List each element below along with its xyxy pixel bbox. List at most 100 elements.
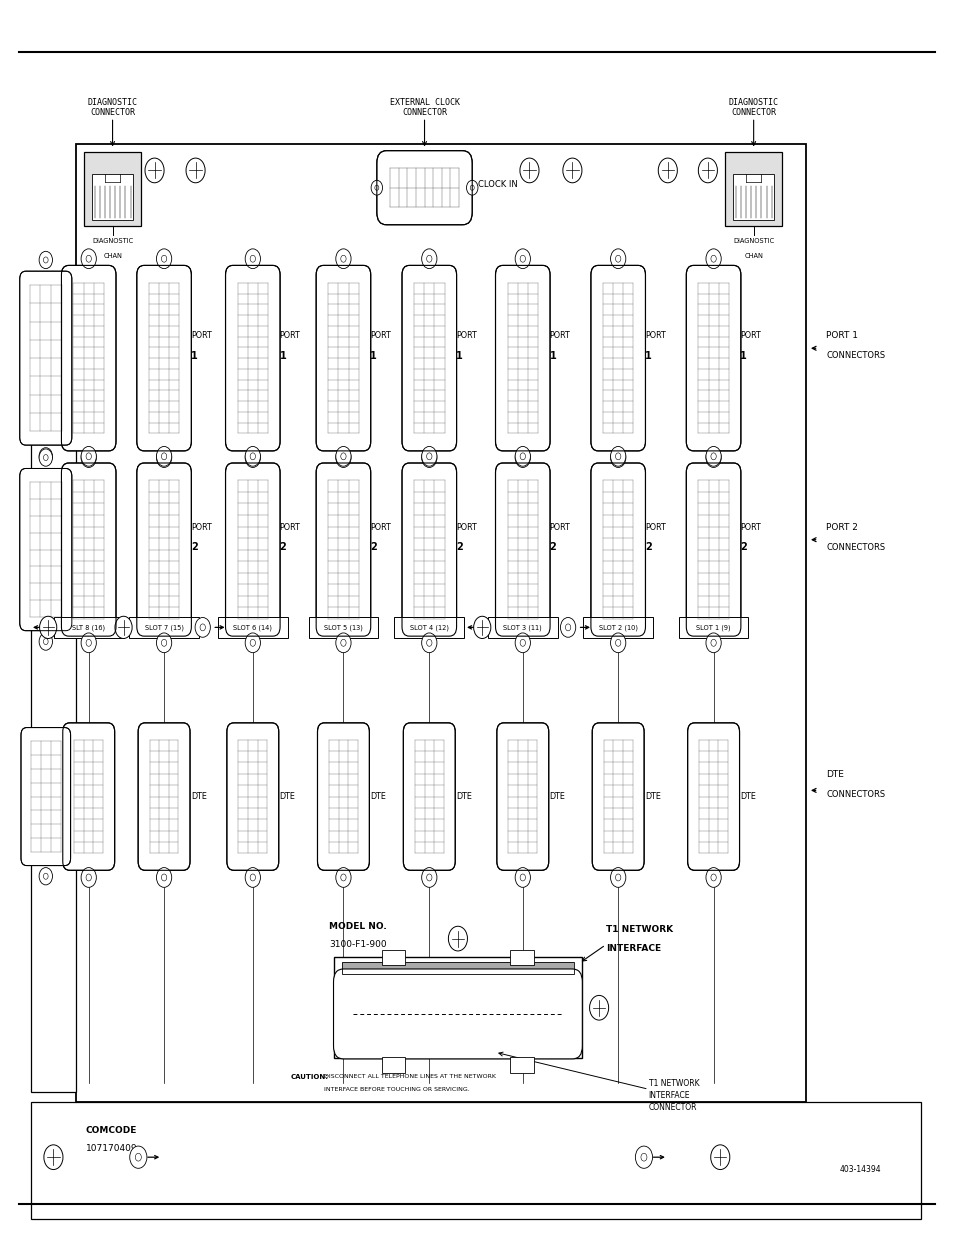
Circle shape	[340, 640, 346, 646]
Bar	[488, 618, 557, 638]
Circle shape	[698, 158, 717, 183]
Text: PORT 2: PORT 2	[825, 522, 857, 532]
Circle shape	[86, 640, 91, 646]
Circle shape	[658, 158, 677, 183]
Circle shape	[610, 867, 625, 887]
Circle shape	[156, 249, 172, 269]
Bar	[341, 962, 574, 974]
Text: SLOT 4 (12): SLOT 4 (12)	[410, 624, 448, 631]
Text: PORT: PORT	[41, 522, 62, 532]
Text: SLOT 6 (14): SLOT 6 (14)	[233, 624, 272, 631]
Circle shape	[705, 448, 720, 468]
Bar	[732, 174, 774, 220]
FancyBboxPatch shape	[590, 463, 645, 636]
Circle shape	[610, 249, 625, 269]
Text: 3100-F1-900: 3100-F1-900	[329, 940, 386, 950]
Text: 1: 1	[279, 351, 286, 361]
Bar	[510, 950, 534, 965]
Circle shape	[615, 640, 620, 646]
Circle shape	[245, 448, 260, 468]
Circle shape	[375, 185, 378, 190]
FancyBboxPatch shape	[20, 272, 71, 445]
Circle shape	[39, 632, 52, 650]
Circle shape	[81, 447, 96, 467]
Circle shape	[635, 1146, 652, 1168]
FancyBboxPatch shape	[334, 969, 581, 1058]
Circle shape	[250, 453, 255, 459]
Bar	[91, 174, 133, 220]
Circle shape	[589, 995, 608, 1020]
Circle shape	[615, 454, 620, 461]
Circle shape	[194, 618, 210, 637]
Circle shape	[161, 454, 167, 461]
Text: SLOT 2 (10): SLOT 2 (10)	[598, 624, 637, 631]
Circle shape	[515, 249, 530, 269]
FancyBboxPatch shape	[225, 463, 280, 636]
Circle shape	[562, 158, 581, 183]
Text: EXTERNAL CLOCK: EXTERNAL CLOCK	[389, 99, 459, 107]
Circle shape	[610, 632, 625, 652]
FancyBboxPatch shape	[63, 722, 114, 871]
Circle shape	[426, 640, 432, 646]
Circle shape	[335, 249, 351, 269]
Text: PORT: PORT	[549, 331, 570, 341]
Circle shape	[340, 454, 346, 461]
Circle shape	[610, 448, 625, 468]
Circle shape	[515, 632, 530, 652]
Circle shape	[426, 874, 432, 881]
Circle shape	[421, 867, 436, 887]
Circle shape	[44, 454, 48, 461]
Circle shape	[130, 1146, 147, 1168]
Text: PORT: PORT	[644, 522, 665, 532]
Circle shape	[81, 448, 96, 468]
Circle shape	[245, 447, 260, 467]
FancyBboxPatch shape	[138, 722, 190, 871]
Text: PORT: PORT	[549, 522, 570, 532]
Text: CHAN: CHAN	[103, 253, 122, 259]
Circle shape	[565, 624, 570, 631]
Circle shape	[470, 185, 474, 190]
Circle shape	[426, 453, 432, 459]
Circle shape	[39, 448, 52, 466]
Bar	[583, 618, 652, 638]
Text: DTE: DTE	[740, 792, 756, 802]
Circle shape	[705, 447, 720, 467]
Bar	[341, 962, 574, 974]
FancyBboxPatch shape	[495, 463, 550, 636]
FancyBboxPatch shape	[20, 468, 71, 631]
Text: COMCODE: COMCODE	[86, 1125, 137, 1135]
Circle shape	[250, 454, 255, 461]
Circle shape	[250, 256, 255, 262]
Bar	[679, 618, 747, 638]
Circle shape	[200, 624, 205, 631]
Bar	[30, 1102, 920, 1219]
Circle shape	[86, 453, 91, 459]
Bar	[54, 618, 124, 638]
Circle shape	[86, 874, 91, 881]
Circle shape	[421, 447, 436, 467]
Circle shape	[86, 454, 91, 461]
Text: 1: 1	[191, 351, 197, 361]
Text: PORT: PORT	[456, 522, 476, 532]
Text: DTE: DTE	[279, 792, 295, 802]
Text: 2: 2	[191, 542, 197, 552]
FancyBboxPatch shape	[315, 463, 371, 636]
Circle shape	[86, 256, 91, 262]
Text: T1 NETWORK: T1 NETWORK	[648, 1078, 699, 1088]
Bar	[84, 152, 141, 226]
Text: PORT: PORT	[279, 331, 300, 341]
Circle shape	[615, 874, 620, 881]
Circle shape	[519, 454, 525, 461]
Text: T1 NETWORK: T1 NETWORK	[605, 925, 672, 935]
Circle shape	[40, 616, 57, 638]
Text: 1: 1	[644, 351, 651, 361]
Circle shape	[615, 256, 620, 262]
Circle shape	[515, 448, 530, 468]
Text: 2: 2	[549, 542, 556, 552]
Circle shape	[335, 447, 351, 467]
Bar	[30, 295, 76, 1092]
FancyBboxPatch shape	[21, 727, 71, 866]
Text: 1: 1	[370, 351, 376, 361]
Text: PORT: PORT	[644, 331, 665, 341]
Circle shape	[705, 632, 720, 652]
